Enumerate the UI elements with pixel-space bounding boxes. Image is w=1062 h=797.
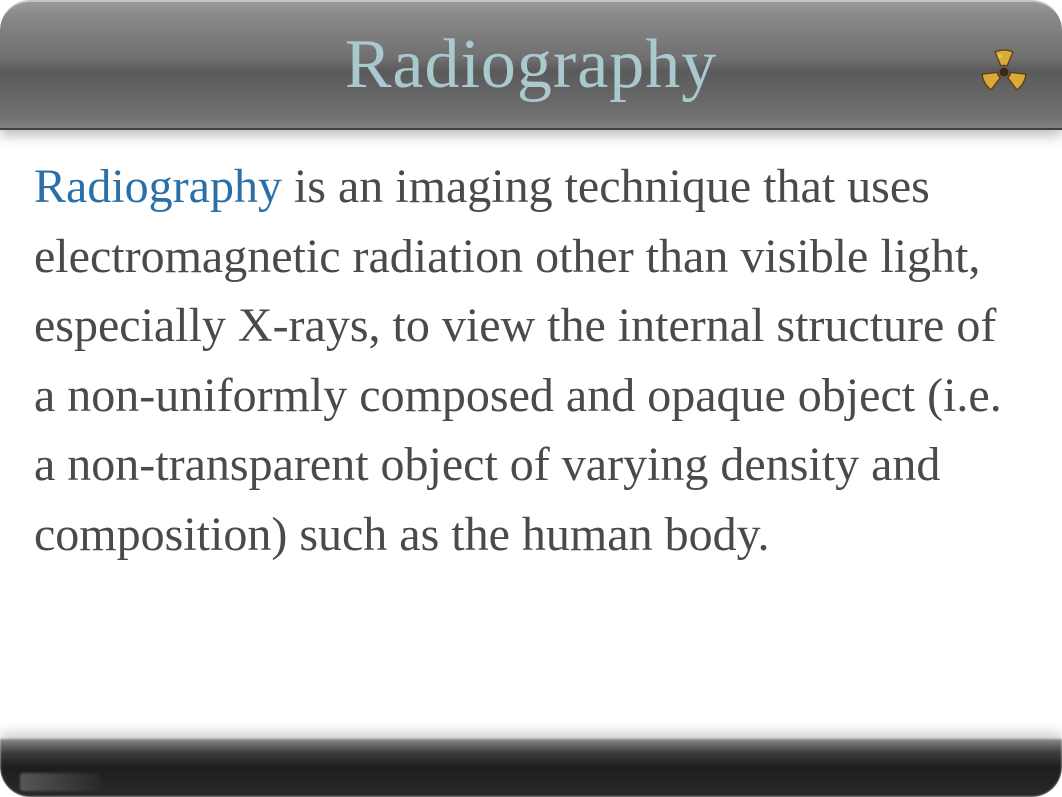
slide-container: Radiography Radiography is an imaging te… xyxy=(0,0,1062,797)
slide-body: Radiography is an imaging technique that… xyxy=(0,130,1062,590)
slide-header-bar: Radiography xyxy=(0,0,1062,130)
definition-text: is an imaging technique that uses electr… xyxy=(34,160,1002,561)
definition-paragraph: Radiography is an imaging technique that… xyxy=(34,152,1028,570)
footer-watermark xyxy=(20,773,100,791)
lead-term: Radiography xyxy=(34,160,282,213)
slide-footer-bar xyxy=(0,739,1062,797)
radiation-trefoil-icon xyxy=(974,40,1034,100)
slide-title: Radiography xyxy=(345,25,718,105)
